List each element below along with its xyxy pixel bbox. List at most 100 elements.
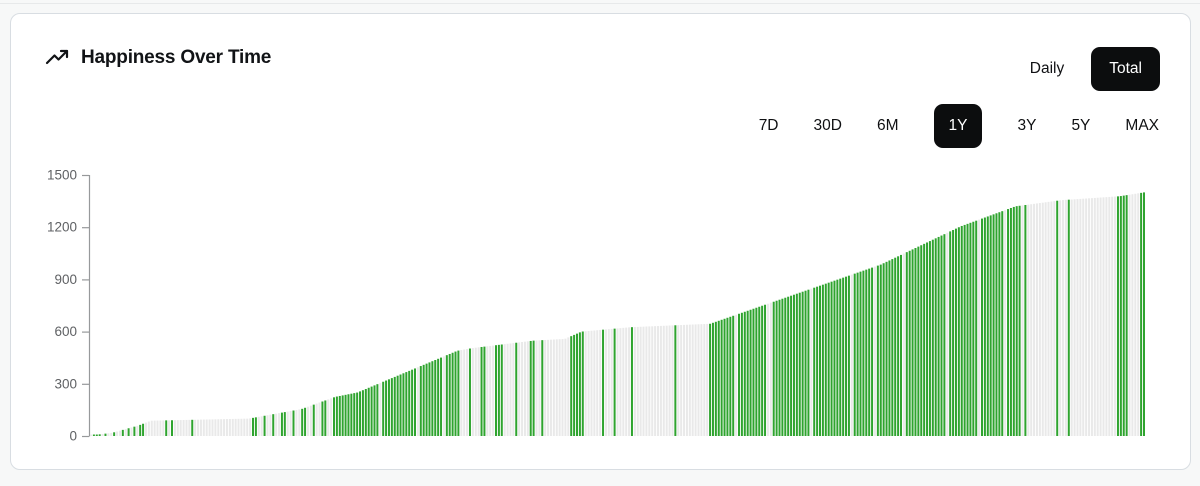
chart-bar [385, 380, 388, 436]
chart-bar [668, 325, 671, 436]
chart-bar [636, 326, 639, 436]
chart-bar [185, 419, 188, 436]
chart-bar [246, 418, 249, 436]
happiness-chart: 0 300 600 900 1200 1500 [47, 168, 1145, 444]
chart-bar [946, 232, 949, 436]
chart-bar [335, 396, 338, 436]
chart-bar [917, 246, 920, 436]
range-max[interactable]: MAX [1125, 116, 1159, 134]
chart-bar [312, 404, 315, 436]
chart-bar [1033, 203, 1036, 436]
chart-bar [466, 349, 469, 436]
chart-bar [1030, 204, 1033, 436]
chart-bar [107, 433, 110, 436]
card-title: Happiness Over Time [81, 47, 272, 68]
chart-bar [885, 261, 888, 436]
chart-bar [1131, 194, 1134, 436]
chart-bar [625, 327, 628, 436]
chart-bar [139, 424, 142, 436]
chart-bar [382, 381, 385, 436]
chart-bar [769, 302, 772, 436]
view-toggle-daily[interactable]: Daily [1029, 59, 1065, 77]
range-3y[interactable]: 3Y [1017, 116, 1037, 134]
chart-bar [492, 345, 495, 436]
chart-bar [532, 340, 535, 436]
chart-bar [839, 278, 842, 436]
y-axis-label: 600 [54, 324, 77, 339]
chart-bar [1073, 199, 1076, 436]
chart-bar [1064, 199, 1067, 436]
chart-bar [295, 409, 298, 436]
chart-bar [483, 346, 486, 436]
range-30d[interactable]: 30D [813, 116, 842, 134]
chart-bar [911, 249, 914, 436]
chart-bar [411, 369, 414, 436]
chart-bar [130, 427, 133, 436]
chart-bar [168, 420, 171, 436]
chart-bar [900, 254, 902, 436]
chart-bar [1079, 198, 1082, 436]
chart-bar [544, 339, 547, 436]
chart-bar [547, 339, 550, 436]
chart-bar [98, 434, 101, 436]
chart-bar [813, 287, 816, 436]
chart-bar [225, 419, 228, 436]
chart-bar [179, 420, 182, 436]
chart-bar [1105, 197, 1108, 436]
chart-bar [361, 390, 364, 436]
range-1y[interactable]: 1Y [933, 103, 983, 148]
chart-bar [995, 213, 998, 436]
chart-bar [390, 378, 393, 436]
chart-bar [440, 357, 443, 436]
chart-bar [341, 395, 344, 436]
chart-bar [110, 432, 113, 436]
chart-bar [301, 408, 304, 436]
chart-bar [243, 418, 246, 436]
chart-bar [570, 336, 573, 436]
chart-bar [787, 296, 790, 436]
view-toggle-total[interactable]: Total [1091, 46, 1160, 91]
chart-bar [1122, 195, 1125, 436]
chart-bar [816, 286, 819, 436]
chart-bar [561, 339, 564, 436]
chart-bar [934, 238, 937, 436]
chart-bar [113, 432, 116, 436]
chart-bar [434, 360, 437, 436]
chart-bar [133, 426, 136, 436]
chart-bar [596, 330, 599, 436]
chart-bar [1021, 205, 1024, 436]
chart-bar [1047, 201, 1050, 436]
chart-bar [101, 433, 104, 436]
chart-bar [859, 271, 862, 436]
chart-bar [1024, 204, 1027, 436]
chart-bar [240, 418, 243, 436]
chart-bar [144, 422, 147, 436]
chart-bar [590, 330, 593, 436]
chart-bar [1119, 196, 1122, 436]
chart-bar [1053, 201, 1056, 436]
chart-bar [680, 325, 683, 436]
chart-bar [376, 384, 379, 436]
chart-bar [223, 419, 226, 436]
chart-bar [897, 256, 900, 436]
chart-bar [512, 343, 515, 436]
chart-bar [477, 347, 480, 436]
chart-bar [1056, 200, 1059, 436]
chart-bar [894, 257, 897, 436]
chart-bar [845, 276, 848, 436]
chart-bar [147, 421, 150, 436]
chart-bar [827, 282, 830, 436]
chart-bar [414, 368, 416, 436]
chart-bar [1111, 196, 1114, 436]
chart-bar [1137, 193, 1140, 436]
chart-bar [772, 301, 775, 436]
range-6m[interactable]: 6M [876, 116, 899, 134]
chart-bar [853, 273, 856, 436]
range-5y[interactable]: 5Y [1071, 116, 1091, 134]
chart-bar [306, 406, 309, 436]
chart-bar [599, 329, 602, 436]
range-7d[interactable]: 7D [758, 116, 779, 134]
chart-bar [610, 328, 613, 436]
chart-bar [778, 299, 781, 436]
chart-bar [425, 363, 428, 436]
